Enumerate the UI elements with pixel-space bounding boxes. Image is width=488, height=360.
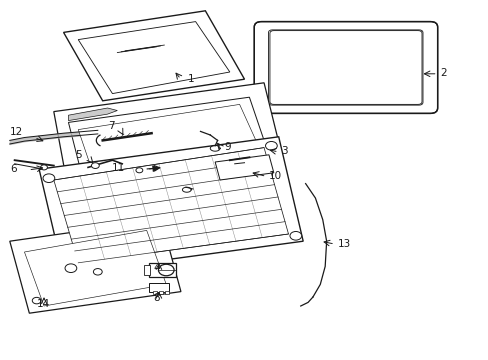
Polygon shape	[10, 220, 181, 313]
Circle shape	[265, 141, 277, 150]
Circle shape	[41, 165, 47, 170]
Circle shape	[93, 269, 102, 275]
Text: 8: 8	[153, 293, 160, 303]
FancyBboxPatch shape	[269, 31, 421, 104]
FancyBboxPatch shape	[254, 22, 437, 113]
Bar	[159, 291, 163, 294]
Polygon shape	[68, 108, 117, 121]
Text: 5: 5	[75, 150, 82, 161]
Text: 2: 2	[439, 68, 446, 78]
Polygon shape	[78, 104, 259, 173]
Polygon shape	[68, 97, 268, 180]
Polygon shape	[39, 137, 303, 274]
Circle shape	[289, 231, 301, 240]
Bar	[149, 283, 168, 292]
Text: 12: 12	[10, 127, 23, 137]
Polygon shape	[215, 155, 273, 180]
FancyBboxPatch shape	[254, 22, 437, 113]
Polygon shape	[54, 83, 283, 191]
Bar	[149, 263, 176, 277]
FancyBboxPatch shape	[269, 31, 421, 104]
Circle shape	[158, 264, 174, 276]
Text: 10: 10	[268, 171, 282, 181]
Text: 4: 4	[153, 263, 160, 273]
Polygon shape	[63, 11, 244, 101]
Text: 11: 11	[111, 163, 124, 173]
Circle shape	[43, 174, 55, 183]
Circle shape	[65, 264, 77, 273]
Polygon shape	[78, 22, 229, 94]
Circle shape	[32, 297, 41, 304]
Text: 3: 3	[281, 146, 287, 156]
Bar	[144, 265, 150, 275]
Text: 6: 6	[10, 164, 17, 174]
Polygon shape	[24, 230, 166, 306]
Text: 7: 7	[108, 121, 115, 131]
Bar	[153, 291, 157, 294]
Text: 1: 1	[188, 75, 195, 85]
Text: 9: 9	[224, 143, 230, 153]
Text: 14: 14	[37, 299, 50, 309]
Circle shape	[91, 163, 99, 168]
Circle shape	[136, 168, 142, 173]
Bar	[164, 291, 168, 294]
Polygon shape	[54, 148, 288, 263]
Text: 13: 13	[337, 239, 350, 249]
